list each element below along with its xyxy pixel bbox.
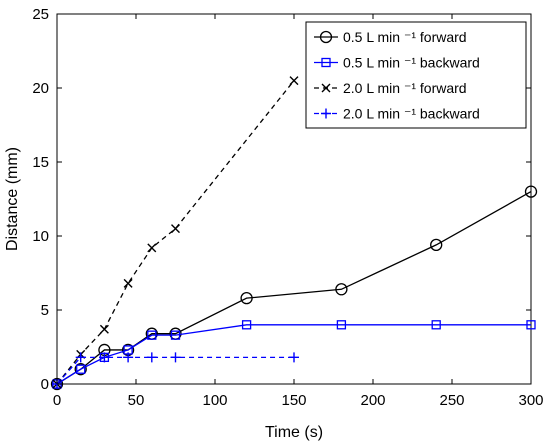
- y-tick-label: 0: [41, 376, 49, 393]
- y-tick-label: 5: [41, 302, 49, 319]
- series-layer: [50, 76, 538, 391]
- legend: 0.5 L min ⁻¹ forward 0.5 L min ⁻¹ backwar…: [305, 21, 527, 129]
- x-tick-label: 200: [360, 392, 385, 409]
- y-tick-label: 20: [32, 80, 49, 97]
- y-axis-label: Distance (mm): [4, 147, 21, 251]
- data-point: [76, 364, 86, 374]
- data-point: [147, 330, 157, 340]
- x-axis-label: Time (s): [265, 424, 323, 441]
- y-tick-label: 15: [32, 154, 49, 171]
- data-point: [50, 377, 64, 391]
- series-1: [50, 185, 538, 391]
- data-point: [170, 330, 181, 340]
- legend-marker: [319, 30, 333, 44]
- x-tick-label: 250: [439, 392, 464, 409]
- data-point: [240, 292, 253, 305]
- data-point: [431, 320, 441, 330]
- axes-layer: 0 50 100 150 200 250 300 0 5 10 15 20 25: [32, 6, 543, 409]
- y-tick-label: 25: [32, 6, 49, 23]
- data-point: [99, 352, 110, 363]
- legend-entry-2: 0.5 L min ⁻¹ backward: [314, 55, 480, 71]
- data-point: [74, 363, 87, 376]
- data-point: [289, 76, 299, 86]
- legend-marker: [321, 83, 331, 93]
- data-point: [335, 283, 348, 296]
- data-point: [123, 278, 133, 288]
- legend-entry-1: 0.5 L min ⁻¹ forward: [314, 29, 467, 45]
- y-tick-label: 10: [32, 228, 49, 245]
- legend-entry-4: 2.0 L min ⁻¹ backward: [314, 106, 480, 122]
- legend-marker: [321, 57, 331, 68]
- legend-label: 2.0 L min ⁻¹ backward: [343, 106, 480, 122]
- series-line-1: [56, 191, 532, 385]
- x-tick-label: 50: [128, 392, 145, 409]
- legend-label: 2.0 L min ⁻¹ forward: [343, 80, 467, 96]
- data-point: [524, 185, 538, 198]
- x-tick-label: 0: [53, 392, 61, 409]
- data-point: [75, 352, 86, 363]
- x-tick-label: 300: [518, 392, 543, 409]
- legend-label: 0.5 L min ⁻¹ backward: [343, 55, 480, 71]
- x-tick-label: 100: [202, 392, 227, 409]
- data-point: [336, 320, 347, 330]
- data-point: [526, 320, 536, 330]
- data-point: [430, 238, 443, 252]
- legend-entry-3: 2.0 L min ⁻¹ forward: [314, 80, 467, 96]
- series-line-2: [56, 324, 531, 385]
- legend-marker: [321, 108, 331, 119]
- data-point: [146, 352, 157, 363]
- data-point: [147, 243, 157, 253]
- legend-box: [305, 21, 527, 129]
- data-point: [171, 224, 180, 234]
- data-point: [170, 352, 181, 363]
- legend-label: 0.5 L min ⁻¹ forward: [343, 29, 467, 45]
- data-point: [123, 352, 134, 363]
- data-point: [99, 324, 109, 334]
- data-point: [241, 320, 252, 330]
- data-point: [289, 352, 299, 363]
- x-tick-label: 150: [281, 392, 306, 409]
